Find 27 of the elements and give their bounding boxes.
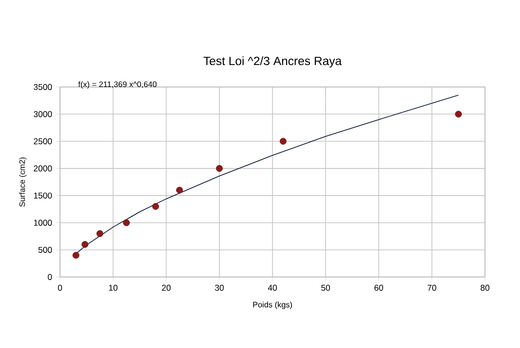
point [123, 219, 130, 226]
point [96, 230, 104, 237]
point [82, 241, 88, 248]
x-tick-label: 50 [321, 284, 330, 291]
y-tick-label: 1000 [34, 220, 52, 226]
point [176, 186, 183, 194]
y-tick-label: 3500 [34, 84, 52, 90]
x-tick-label: 0 [58, 284, 62, 291]
x-tick-label: 80 [480, 284, 490, 291]
y-tick-label: 0 [48, 274, 52, 280]
x-tick-label: 10 [109, 284, 118, 291]
x-tick-label: 60 [374, 284, 384, 291]
x-tick-label: 40 [268, 284, 277, 291]
chart-title: Test Loi ^2/3 Ancres Raya [204, 56, 342, 68]
x-tick-label: 20 [162, 284, 171, 291]
y-tick-label: 2000 [34, 165, 52, 172]
y-tick-label: 500 [38, 246, 52, 253]
x-tick-label: 70 [428, 284, 436, 291]
point [455, 110, 462, 118]
point [280, 138, 287, 145]
x-tick-label: 30 [214, 284, 224, 291]
point [152, 203, 160, 210]
point [216, 165, 223, 172]
point [72, 252, 80, 259]
y-tick-label: 1500 [34, 192, 52, 199]
y-tick-label: 2500 [34, 138, 52, 144]
y-tick-label: 3000 [34, 111, 52, 118]
